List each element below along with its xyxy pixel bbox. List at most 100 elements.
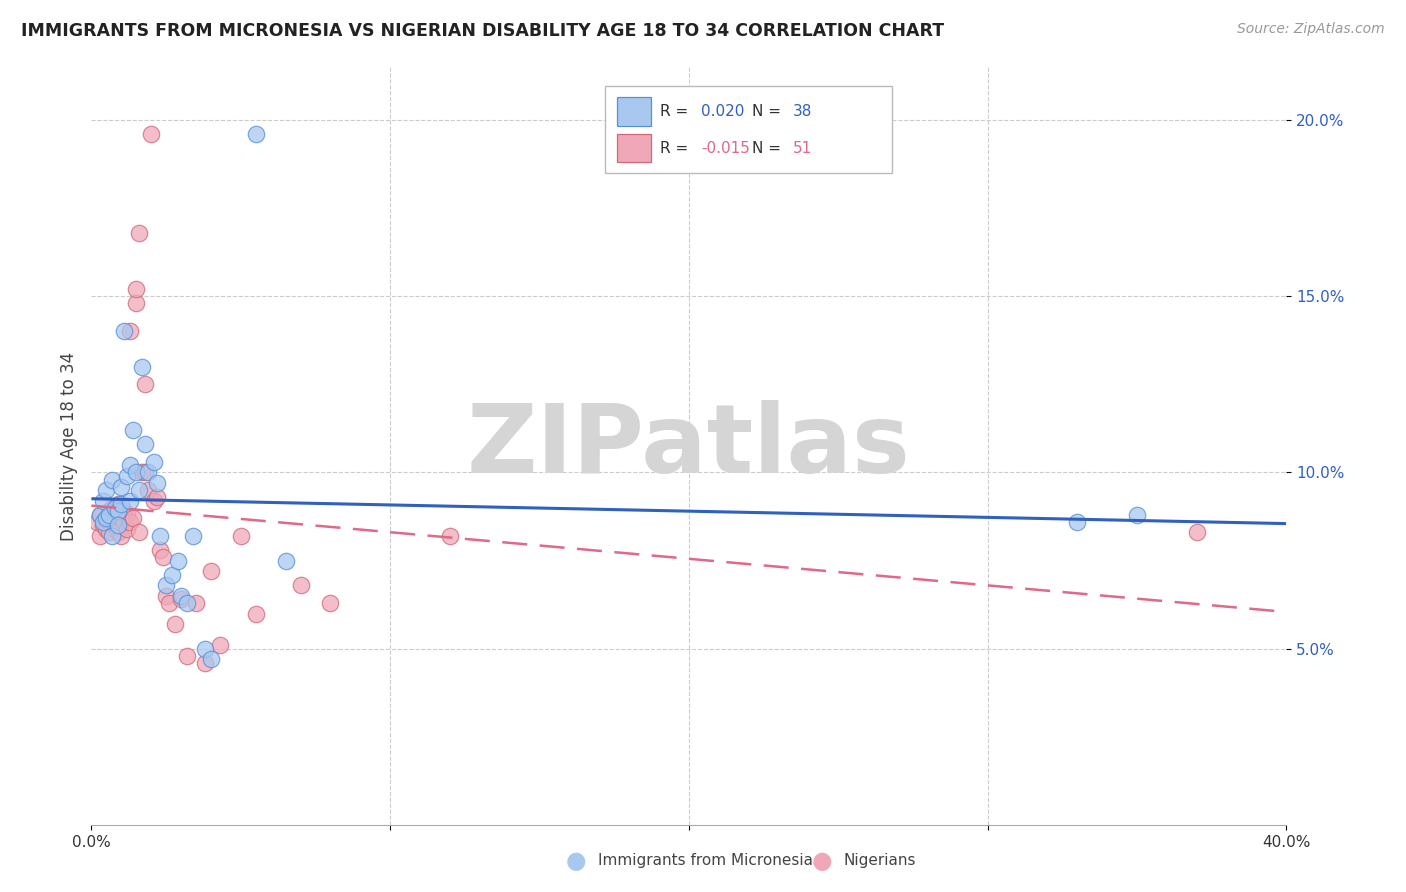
Point bbox=[439, 529, 461, 543]
Point bbox=[170, 592, 193, 607]
Point bbox=[134, 437, 156, 451]
Point bbox=[89, 508, 111, 522]
Point bbox=[101, 515, 124, 529]
Point bbox=[181, 529, 204, 543]
Point bbox=[93, 493, 115, 508]
Text: IMMIGRANTS FROM MICRONESIA VS NIGERIAN DISABILITY AGE 18 TO 34 CORRELATION CHART: IMMIGRANTS FROM MICRONESIA VS NIGERIAN D… bbox=[21, 22, 945, 40]
Point bbox=[146, 490, 169, 504]
Point bbox=[98, 508, 121, 522]
Point bbox=[122, 511, 145, 525]
Point bbox=[155, 578, 177, 592]
Point bbox=[104, 500, 127, 515]
Text: R =: R = bbox=[661, 104, 689, 120]
FancyBboxPatch shape bbox=[617, 97, 651, 126]
Text: Immigrants from Micronesia: Immigrants from Micronesia bbox=[598, 854, 813, 868]
Point bbox=[101, 473, 124, 487]
Point bbox=[184, 596, 207, 610]
Point bbox=[122, 423, 145, 437]
Point bbox=[89, 529, 111, 543]
Point bbox=[143, 455, 166, 469]
Text: Nigerians: Nigerians bbox=[844, 854, 917, 868]
FancyBboxPatch shape bbox=[617, 134, 651, 162]
Text: R =: R = bbox=[661, 141, 689, 155]
Point bbox=[101, 529, 124, 543]
Point bbox=[143, 493, 166, 508]
Point bbox=[101, 500, 124, 515]
Point bbox=[125, 466, 148, 480]
Point bbox=[98, 525, 121, 540]
Point bbox=[163, 617, 186, 632]
Point bbox=[176, 648, 198, 663]
Point bbox=[146, 476, 169, 491]
Point bbox=[120, 325, 142, 339]
Text: 0.020: 0.020 bbox=[700, 104, 744, 120]
Point bbox=[152, 550, 174, 565]
Point bbox=[128, 226, 150, 240]
Point bbox=[107, 497, 129, 511]
Point bbox=[98, 504, 121, 518]
Point bbox=[115, 469, 138, 483]
Point bbox=[200, 652, 222, 666]
Point bbox=[141, 127, 163, 141]
Text: 51: 51 bbox=[793, 141, 813, 155]
Point bbox=[107, 525, 129, 540]
Point bbox=[125, 296, 148, 310]
Point bbox=[131, 466, 153, 480]
Text: -0.015: -0.015 bbox=[700, 141, 749, 155]
Point bbox=[1185, 525, 1208, 540]
Point bbox=[136, 483, 159, 497]
FancyBboxPatch shape bbox=[605, 86, 891, 173]
Point bbox=[96, 522, 118, 536]
Point bbox=[89, 508, 111, 522]
Text: 38: 38 bbox=[793, 104, 813, 120]
Point bbox=[128, 525, 150, 540]
Point bbox=[120, 493, 142, 508]
Point bbox=[131, 359, 153, 374]
Point bbox=[136, 466, 159, 480]
Point bbox=[104, 508, 127, 522]
Point bbox=[149, 543, 172, 558]
Point bbox=[96, 511, 118, 525]
Point bbox=[96, 511, 118, 525]
Point bbox=[1066, 515, 1088, 529]
Point bbox=[157, 596, 180, 610]
Point bbox=[167, 553, 190, 567]
Text: N =: N = bbox=[752, 104, 782, 120]
Point bbox=[104, 518, 127, 533]
Y-axis label: Disability Age 18 to 34: Disability Age 18 to 34 bbox=[59, 351, 77, 541]
Point bbox=[155, 589, 177, 603]
Point bbox=[110, 511, 132, 525]
Point bbox=[110, 529, 132, 543]
Point bbox=[245, 607, 267, 621]
Point bbox=[112, 504, 135, 518]
Point bbox=[194, 656, 217, 670]
Point bbox=[200, 564, 222, 578]
Point bbox=[120, 458, 142, 473]
Point bbox=[128, 483, 150, 497]
Point bbox=[93, 515, 115, 529]
Point bbox=[107, 504, 129, 518]
Point bbox=[134, 377, 156, 392]
Point bbox=[290, 578, 312, 592]
Text: ZIPatlas: ZIPatlas bbox=[467, 400, 911, 492]
Point bbox=[134, 466, 156, 480]
Point bbox=[194, 641, 217, 656]
Point bbox=[170, 589, 193, 603]
Text: N =: N = bbox=[752, 141, 782, 155]
Point bbox=[86, 515, 108, 529]
Point bbox=[115, 522, 138, 536]
Point bbox=[229, 529, 252, 543]
Point bbox=[125, 282, 148, 296]
Point bbox=[149, 529, 172, 543]
Text: ●: ● bbox=[567, 849, 586, 872]
Point bbox=[274, 553, 297, 567]
Point bbox=[208, 638, 231, 652]
Point bbox=[112, 325, 135, 339]
Point bbox=[120, 515, 142, 529]
Point bbox=[93, 518, 115, 533]
Point bbox=[176, 596, 198, 610]
Point bbox=[110, 479, 132, 493]
Text: Source: ZipAtlas.com: Source: ZipAtlas.com bbox=[1237, 22, 1385, 37]
Point bbox=[319, 596, 342, 610]
Point bbox=[160, 567, 183, 582]
